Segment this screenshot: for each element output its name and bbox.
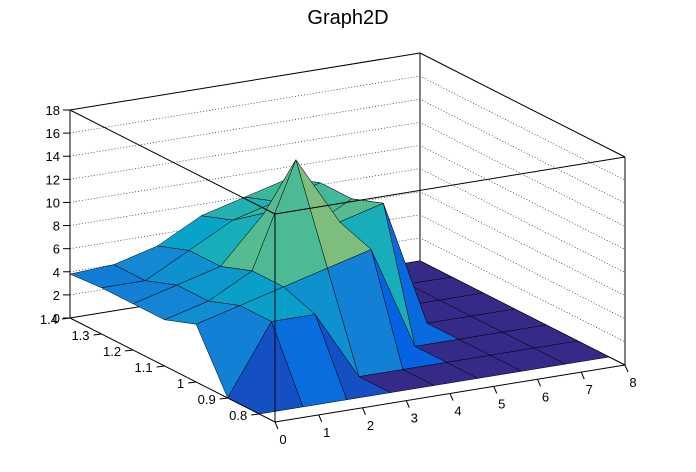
x-tick [405, 400, 410, 408]
x-tick [580, 371, 585, 380]
z-tick-label: 6 [53, 242, 60, 257]
grid-line [69, 52, 626, 158]
y-tick-label: 1.2 [103, 344, 121, 359]
y-tick [93, 333, 102, 336]
box-edge [419, 52, 626, 158]
y-tick-label: 1.1 [135, 360, 153, 375]
x-tick-label: 4 [454, 404, 461, 419]
z-tick-label: 18 [46, 103, 60, 118]
grid-line [69, 75, 626, 181]
x-tick [493, 386, 498, 394]
y-tick [125, 349, 134, 352]
x-tick-label: 5 [498, 396, 505, 411]
x-tick-label: 6 [542, 389, 549, 404]
y-tick [219, 397, 228, 400]
z-tick-label: 12 [46, 172, 60, 187]
y-tick-label: 1.4 [40, 312, 58, 327]
x-tick-label: 8 [629, 375, 636, 390]
box-edge [69, 109, 276, 215]
x-tick [362, 407, 366, 415]
y-axis [69, 317, 276, 423]
z-tick-label: 4 [53, 265, 60, 280]
z-tick-label: 16 [46, 126, 60, 141]
box-edge [274, 156, 626, 215]
x-tick [624, 364, 629, 373]
z-tick-label: 8 [53, 219, 60, 234]
z-tick-label: 0 [53, 311, 60, 326]
x-tick-label: 7 [586, 382, 593, 397]
x-tick-label: 2 [367, 418, 374, 433]
x-tick-label: 3 [411, 411, 418, 426]
z-tick-label: 2 [53, 288, 60, 303]
z-tick-label: 14 [46, 149, 60, 164]
x-tick [449, 393, 454, 401]
y-tick [251, 413, 260, 416]
y-tick-label: 0.9 [198, 392, 216, 407]
x-tick [537, 379, 541, 387]
x-tick [274, 421, 279, 430]
x-tick [318, 414, 323, 423]
chart-title: Graph2D [307, 7, 388, 29]
x-tick-label: 0 [279, 432, 286, 447]
z-tick-label: 10 [46, 195, 60, 210]
y-tick [156, 365, 165, 368]
box-edge [69, 52, 421, 111]
y-tick-label: 0.8 [229, 408, 247, 423]
y-tick-label: 1.3 [71, 328, 89, 343]
y-tick-label: 1 [177, 376, 184, 391]
y-tick [188, 381, 197, 384]
x-tick-label: 1 [323, 425, 330, 440]
